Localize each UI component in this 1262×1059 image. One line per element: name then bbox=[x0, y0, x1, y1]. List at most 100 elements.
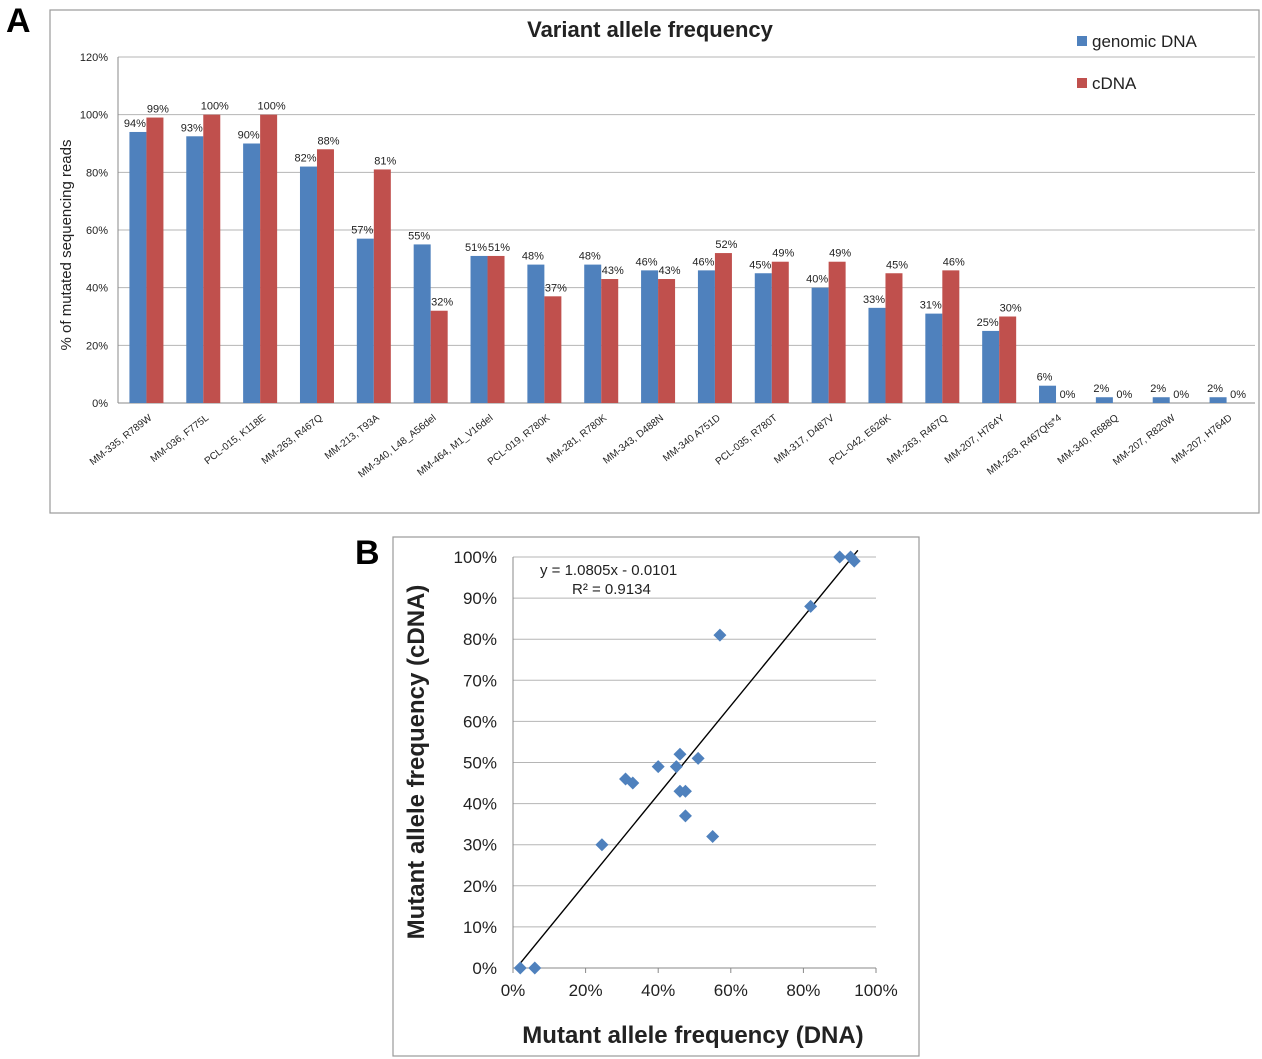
legend-swatch-genomic-dna bbox=[1077, 36, 1087, 46]
bar-genomic-dna bbox=[356, 238, 374, 403]
bar-genomic-dna bbox=[1095, 397, 1113, 403]
chart-a-y-tick-label: 120% bbox=[80, 52, 108, 64]
chart-b-y-tick-label: 10% bbox=[463, 918, 497, 937]
chart-b-points bbox=[513, 550, 861, 975]
bar-genomic-dna bbox=[982, 330, 1000, 403]
scatter-point bbox=[669, 760, 683, 774]
bar-cdna bbox=[260, 114, 278, 404]
bar-data-label: 55% bbox=[408, 230, 430, 242]
bar-data-label: 25% bbox=[977, 317, 999, 329]
bar-data-label: 100% bbox=[258, 101, 286, 113]
bar-chart: 94%99% 93% 100% 90% 100% 82%88% 57% 81% 55% 32% 51… bbox=[49, 9, 1260, 514]
legend-label-cdna: cDNA bbox=[1092, 74, 1137, 93]
scatter-point bbox=[528, 961, 542, 975]
scatter-point bbox=[513, 961, 527, 975]
chart-b-x-tick-label: 60% bbox=[714, 981, 748, 1000]
bar-cdna bbox=[714, 253, 732, 403]
bar-data-label: 32% bbox=[431, 297, 453, 309]
chart-a-y-tick-label: 40% bbox=[86, 283, 108, 295]
chart-b-trendline bbox=[516, 549, 859, 969]
bar-data-label: 48% bbox=[522, 251, 544, 263]
bar-genomic-dna bbox=[641, 270, 659, 403]
chart-b-frame bbox=[392, 536, 920, 1057]
bar-genomic-dna bbox=[413, 244, 431, 403]
bar-genomic-dna bbox=[584, 264, 602, 403]
trendline-equation: y = 1.0805x - 0.0101 bbox=[540, 562, 677, 579]
scatter-point bbox=[626, 776, 640, 790]
bar-data-label: 93% bbox=[181, 122, 203, 134]
bar-data-label: 45% bbox=[749, 259, 771, 271]
bar-data-label: 30% bbox=[1000, 303, 1022, 315]
chart-b-x-tick-label: 80% bbox=[786, 981, 820, 1000]
chart-a-y-tick-label: 20% bbox=[86, 340, 108, 352]
chart-a-legend: genomic DNA cDNA bbox=[1077, 32, 1198, 93]
bar-data-label: 31% bbox=[920, 300, 942, 312]
bar-genomic-dna bbox=[470, 255, 488, 403]
bar-cdna bbox=[373, 169, 391, 403]
chart-b-y-tick-label: 30% bbox=[463, 836, 497, 855]
chart-b-y-tick-label: 50% bbox=[463, 754, 497, 773]
bar-cdna bbox=[487, 255, 505, 403]
bar-genomic-dna bbox=[243, 143, 261, 403]
scatter-point bbox=[691, 751, 705, 765]
bar-cdna bbox=[316, 149, 334, 403]
chart-b-y-tick-label: 90% bbox=[463, 589, 497, 608]
scatter-point bbox=[651, 760, 665, 774]
bar-data-label: 99% bbox=[147, 104, 169, 116]
bar-data-label: 2% bbox=[1207, 383, 1223, 395]
bar-data-label: 90% bbox=[238, 130, 260, 142]
scatter-point bbox=[595, 838, 609, 852]
bar-data-label: 51% bbox=[465, 242, 487, 254]
scatter-point bbox=[804, 599, 818, 613]
bar-cdna bbox=[544, 296, 562, 403]
bar-cdna bbox=[999, 316, 1017, 403]
bar-data-label: 0% bbox=[1116, 389, 1132, 401]
bar-genomic-dna bbox=[1209, 397, 1227, 403]
chart-b-y-tick-label: 100% bbox=[454, 548, 497, 567]
bar-data-label: 81% bbox=[374, 155, 396, 167]
bar-data-label: 0% bbox=[1173, 389, 1189, 401]
chart-a-title: Variant allele frequency bbox=[527, 17, 774, 42]
chart-a-y-axis-label: % of mutated sequencing reads bbox=[58, 140, 75, 351]
panel-b-letter: B bbox=[355, 534, 380, 572]
bar-data-label: 40% bbox=[806, 274, 828, 286]
r-squared: R² = 0.9134 bbox=[572, 581, 651, 598]
bar-data-label: 43% bbox=[602, 265, 624, 277]
bar-data-label: 43% bbox=[659, 265, 681, 277]
bar-data-label: 2% bbox=[1093, 383, 1109, 395]
bar-cdna bbox=[658, 279, 676, 403]
chart-b-y-tick-label: 70% bbox=[463, 671, 497, 690]
scatter-point bbox=[713, 628, 727, 642]
chart-a-data-labels: 94%99% 93% 100% 90% 100% 82%88% 57% 81% 55% 32% 51… bbox=[124, 101, 1246, 401]
bar-cdna bbox=[203, 114, 221, 404]
chart-b-y-tick-label: 40% bbox=[463, 795, 497, 814]
bar-genomic-dna bbox=[129, 131, 147, 403]
bar-genomic-dna bbox=[1039, 385, 1057, 403]
scatter-point bbox=[844, 550, 858, 564]
bar-genomic-dna bbox=[527, 264, 545, 403]
bar-cdna bbox=[430, 310, 448, 403]
bar-genomic-dna bbox=[925, 313, 943, 403]
scatter-point bbox=[706, 829, 720, 843]
chart-b-y-axis-label: Mutant allele frequency (cDNA) bbox=[403, 585, 430, 940]
legend-label-genomic-dna: genomic DNA bbox=[1092, 32, 1198, 51]
chart-b-x-tick-label: 40% bbox=[641, 981, 675, 1000]
bar-data-label: 100% bbox=[201, 101, 229, 113]
bar-genomic-dna bbox=[754, 273, 772, 403]
bar-data-label: 46% bbox=[943, 256, 965, 268]
chart-b-x-ticks: 0% 20% 40% 60% 80% 100% bbox=[501, 981, 898, 1000]
chart-a-bars bbox=[129, 114, 1227, 404]
bar-data-label: 48% bbox=[579, 251, 601, 263]
bar-data-label: 0% bbox=[1230, 389, 1246, 401]
chart-a-y-ticks: 0% 20% 40% 60% 80% 100% 120% bbox=[80, 52, 108, 410]
bar-data-label: 46% bbox=[692, 256, 714, 268]
chart-b-x-tick-label: 0% bbox=[501, 981, 526, 1000]
bar-genomic-dna bbox=[1152, 397, 1170, 403]
chart-b-y-tick-label: 60% bbox=[463, 712, 497, 731]
bar-cdna bbox=[601, 279, 619, 403]
bar-data-label: 88% bbox=[317, 135, 339, 147]
bar-genomic-dna bbox=[299, 166, 317, 403]
bar-genomic-dna bbox=[811, 287, 829, 403]
scatter-point bbox=[619, 772, 633, 786]
scatter-point bbox=[673, 784, 687, 798]
